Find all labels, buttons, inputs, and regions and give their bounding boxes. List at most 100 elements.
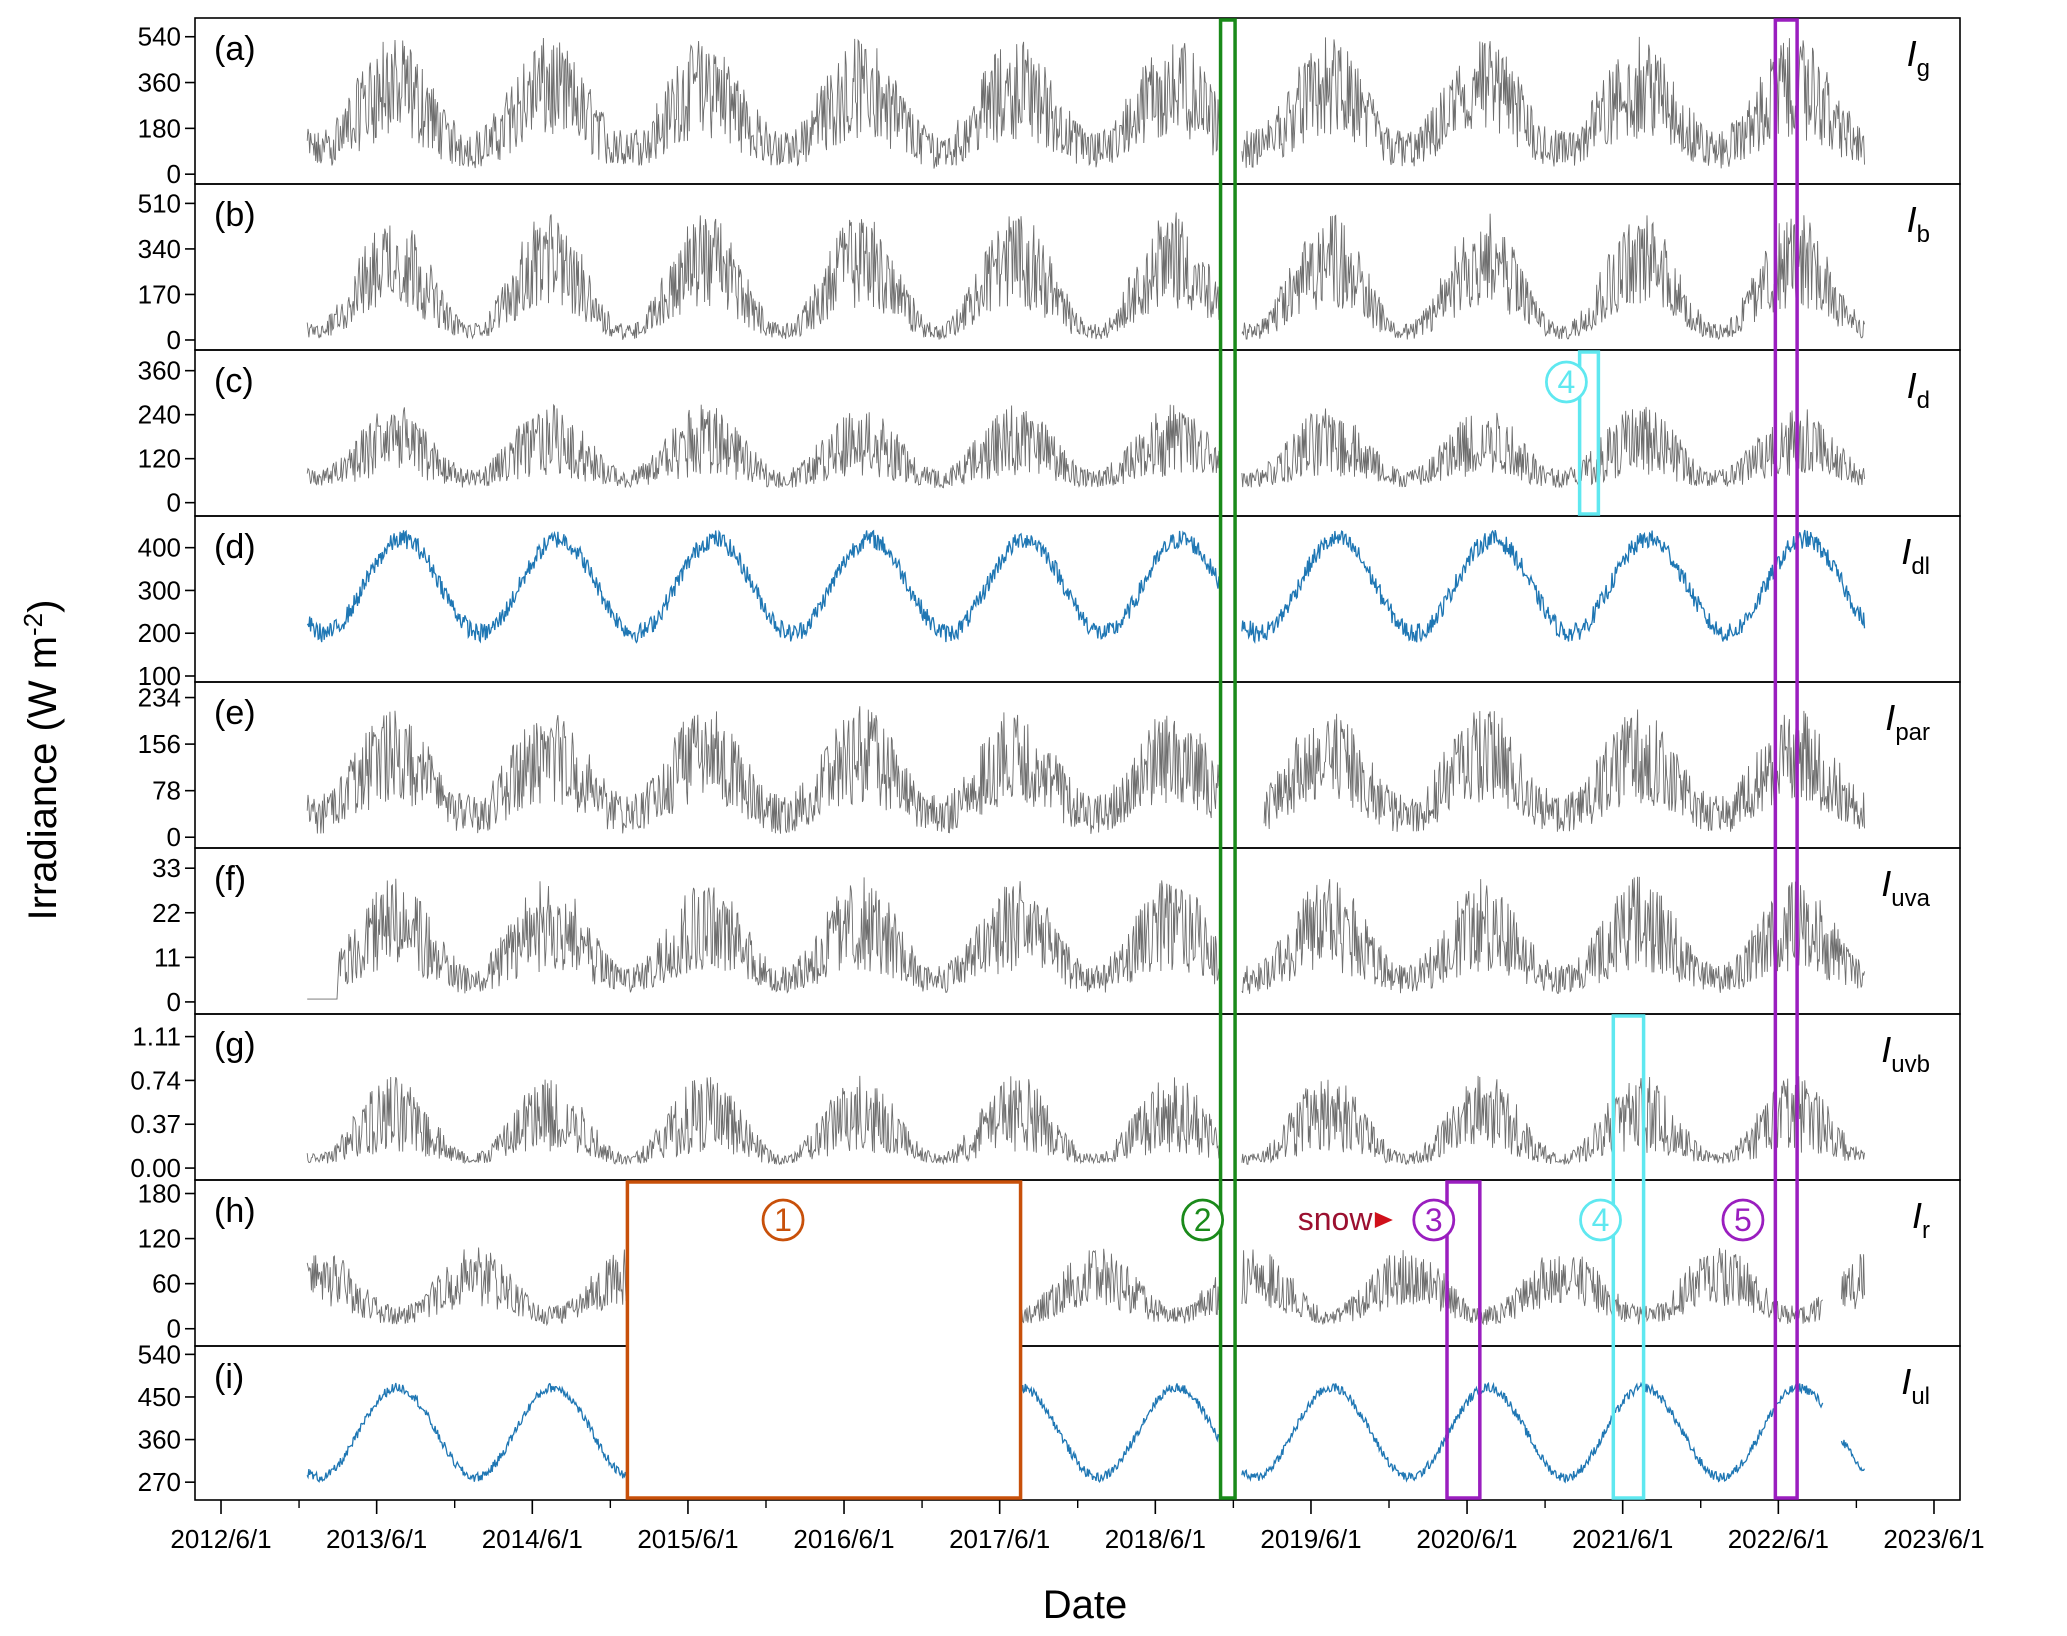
- series-name-symbol: I: [1901, 531, 1911, 572]
- series-name: Ipar: [1885, 697, 1930, 746]
- circled-label-number: 1: [774, 1202, 792, 1238]
- y-tick-label: 360: [138, 356, 181, 386]
- y-tick-label: 0: [167, 987, 181, 1017]
- annotation-box-2: [1218, 18, 1237, 1500]
- snow-arrow-head: [1374, 1212, 1393, 1228]
- y-tick-label: 234: [138, 683, 181, 713]
- y-tick-label: 450: [138, 1382, 181, 1412]
- series-name-subscript: dl: [1911, 553, 1930, 580]
- x-tick-label: 2014/6/1: [482, 1524, 583, 1554]
- y-axis-title: Irradiance (W m-2): [18, 600, 65, 921]
- annotation-box-1: [625, 1180, 1023, 1500]
- y-tick-label: 400: [138, 533, 181, 563]
- series-name-symbol: I: [1885, 697, 1895, 738]
- series-line-Ipar: [306, 706, 1865, 834]
- y-tick-label: 11: [154, 942, 181, 972]
- panel-letter: (d): [214, 528, 256, 566]
- y-tick-label: 78: [152, 776, 181, 806]
- x-axis-title: Date: [1043, 1583, 1128, 1627]
- series-line-Iul: [306, 1380, 1866, 1484]
- y-tick-label: 156: [138, 729, 181, 759]
- y-tick-label: 22: [152, 898, 181, 928]
- circled-label-number: 4: [1558, 364, 1576, 400]
- y-tick-label: 1.11: [132, 1022, 181, 1052]
- series-name: Ib: [1907, 199, 1930, 248]
- y-tick-label: 0.74: [130, 1065, 181, 1095]
- y-tick-label: 60: [152, 1269, 181, 1299]
- x-tick-label: 2018/6/1: [1105, 1524, 1206, 1554]
- annotation-box-4b: [1611, 1014, 1646, 1500]
- y-tick-label: 360: [138, 68, 181, 98]
- series-name-subscript: uvb: [1891, 1051, 1930, 1078]
- series-name: Iul: [1901, 1361, 1930, 1410]
- series-line-Idl: [306, 529, 1866, 645]
- circled-label-ring: [1181, 1198, 1225, 1242]
- series-line-Ib: [306, 212, 1865, 341]
- x-tick-label: 2013/6/1: [326, 1524, 427, 1554]
- y-tick-label: 240: [138, 400, 181, 430]
- snow-label: snow: [1298, 1201, 1374, 1237]
- y-axis-title-close: ): [21, 600, 65, 613]
- y-tick-label: 300: [138, 575, 181, 605]
- y-tick-label: 170: [138, 279, 181, 309]
- series-name-subscript: g: [1917, 55, 1930, 82]
- series-name: Ir: [1912, 1195, 1930, 1244]
- y-tick-label: 33: [152, 853, 181, 883]
- y-tick-label: 0: [167, 159, 181, 189]
- annotation-layer: 1 2 3 4 4 5 snow: [625, 18, 1799, 1500]
- series-name-subscript: d: [1917, 387, 1930, 414]
- x-tick-label: 2020/6/1: [1416, 1524, 1517, 1554]
- panel-frames: [185, 17, 1961, 1514]
- y-tick-label: 270: [138, 1467, 181, 1497]
- series-name-symbol: I: [1901, 1361, 1911, 1402]
- y-axis-title-main: Irradiance (W m: [21, 636, 65, 921]
- y-tick-label: 340: [138, 234, 181, 264]
- panel-letter: (e): [214, 694, 256, 732]
- x-tick-label: 2023/6/1: [1883, 1524, 1984, 1554]
- y-tick-label: 120: [138, 444, 181, 474]
- circled-label-ring: [1721, 1198, 1765, 1242]
- y-tick-label: 360: [138, 1425, 181, 1455]
- panel-letter: (f): [214, 860, 246, 898]
- x-tick-label: 2021/6/1: [1572, 1524, 1673, 1554]
- y-tick-label: 0.37: [130, 1109, 181, 1139]
- series-name: Id: [1907, 365, 1930, 414]
- series-name: Ig: [1907, 33, 1930, 82]
- series-name-symbol: I: [1907, 365, 1917, 406]
- x-tick-label: 2022/6/1: [1728, 1524, 1829, 1554]
- circled-label-number: 4: [1592, 1202, 1610, 1238]
- series-name: Idl: [1901, 531, 1930, 580]
- y-tick-label: 180: [138, 1179, 181, 1209]
- x-tick-label: 2012/6/1: [170, 1524, 271, 1554]
- y-tick-label: 0: [167, 325, 181, 355]
- panel-letter: (h): [214, 1192, 256, 1230]
- series-name-subscript: par: [1895, 719, 1930, 746]
- series-line-Iuvb: [306, 1075, 1865, 1166]
- circled-label-ring: [1412, 1198, 1456, 1242]
- y-tick-label: 540: [138, 22, 181, 52]
- series-line-Ir: [306, 1247, 1865, 1327]
- series-name-symbol: I: [1912, 1195, 1922, 1236]
- panel-letter: (i): [214, 1358, 244, 1396]
- series-name-symbol: I: [1907, 199, 1917, 240]
- series-name-symbol: I: [1881, 863, 1891, 904]
- series-name-symbol: I: [1881, 1029, 1891, 1070]
- series-line-Iuva: [307, 876, 1865, 1000]
- panel-letter: (a): [214, 30, 256, 68]
- y-tick-label: 0: [167, 822, 181, 852]
- circled-label-number: 2: [1194, 1202, 1212, 1238]
- circled-label-ring: [1545, 360, 1588, 404]
- x-tick-label: 2015/6/1: [637, 1524, 738, 1554]
- y-axis-title-exponent: -2: [18, 613, 48, 636]
- annotation-box-5: [1773, 18, 1799, 1500]
- series-name-subscript: ul: [1911, 1383, 1930, 1410]
- x-tick-label: 2016/6/1: [793, 1524, 894, 1554]
- y-tick-label: 200: [138, 618, 181, 648]
- y-tick-label: 120: [138, 1224, 181, 1254]
- circled-label-number: 5: [1734, 1202, 1752, 1238]
- series-name-symbol: I: [1907, 33, 1917, 74]
- y-tick-label: 0: [167, 488, 181, 518]
- panel-letter: (c): [214, 362, 254, 400]
- y-tick-label: 540: [138, 1339, 181, 1369]
